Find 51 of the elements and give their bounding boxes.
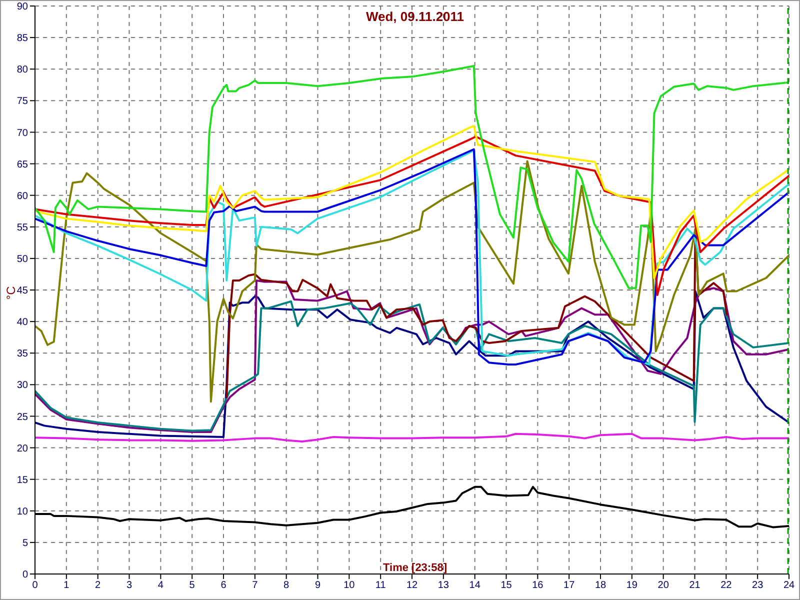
x-tick-label: 15 bbox=[500, 580, 512, 592]
x-tick-label: 7 bbox=[252, 580, 258, 592]
x-tick-label: 11 bbox=[375, 580, 386, 592]
y-tick-label: 45 bbox=[16, 286, 28, 297]
line-series bbox=[35, 64, 789, 290]
y-tick-label: 80 bbox=[16, 64, 28, 76]
x-tick-label: 21 bbox=[689, 580, 701, 592]
y-tick-label: 35 bbox=[16, 348, 28, 360]
x-tick-label: 23 bbox=[752, 580, 764, 592]
y-tick-label: 30 bbox=[16, 380, 28, 392]
line-series bbox=[35, 124, 789, 280]
line-series bbox=[35, 160, 789, 403]
x-tick-label: 8 bbox=[284, 580, 290, 592]
x-tick-label: 6 bbox=[220, 580, 227, 592]
y-tick-label: 90 bbox=[16, 2, 28, 13]
x-axis-title: Time [23:58] bbox=[382, 562, 448, 574]
x-tick-label: 14 bbox=[469, 580, 481, 592]
x-tick-label: 19 bbox=[626, 580, 638, 592]
x-tick-label: 1 bbox=[64, 580, 70, 592]
y-tick-label: 55 bbox=[16, 222, 28, 234]
x-tick-label: 22 bbox=[720, 580, 732, 592]
x-tick-label: 10 bbox=[344, 580, 356, 592]
x-tick-label: 4 bbox=[158, 580, 164, 592]
x-tick-label: 13 bbox=[438, 580, 450, 592]
x-tick-label: 9 bbox=[314, 580, 321, 592]
y-tick-label: 0 bbox=[22, 570, 28, 581]
y-tick-label: 50 bbox=[16, 254, 28, 265]
y-tick-label: 85 bbox=[16, 33, 28, 44]
line-series bbox=[35, 136, 789, 296]
x-tick-label: 12 bbox=[406, 580, 418, 592]
x-tick-label: 2 bbox=[95, 580, 102, 592]
y-tick-label: 25 bbox=[16, 412, 28, 423]
x-tick-label: 16 bbox=[532, 580, 544, 592]
y-tick-label: 75 bbox=[16, 96, 28, 108]
x-tick-label: 24 bbox=[783, 580, 795, 592]
x-tick-label: 0 bbox=[32, 580, 38, 592]
y-tick-label: 20 bbox=[16, 443, 28, 454]
x-tick-label: 3 bbox=[126, 580, 132, 592]
line-series bbox=[35, 432, 789, 442]
y-tick-label: 40 bbox=[16, 317, 28, 328]
x-tick-label: 17 bbox=[564, 580, 576, 592]
y-tick-label: 5 bbox=[22, 538, 28, 549]
y-tick-label: 10 bbox=[16, 506, 28, 518]
x-tick-label: 20 bbox=[658, 580, 670, 592]
y-tick-label: 65 bbox=[16, 159, 28, 170]
x-tick-label: 5 bbox=[189, 580, 196, 592]
y-tick-label: 60 bbox=[16, 190, 28, 202]
y-tick-label: 15 bbox=[16, 474, 28, 486]
y-tick-label: 70 bbox=[16, 128, 28, 139]
x-tick-label: 18 bbox=[594, 580, 606, 592]
chart-title: Wed, 09.11.2011 bbox=[364, 9, 466, 24]
